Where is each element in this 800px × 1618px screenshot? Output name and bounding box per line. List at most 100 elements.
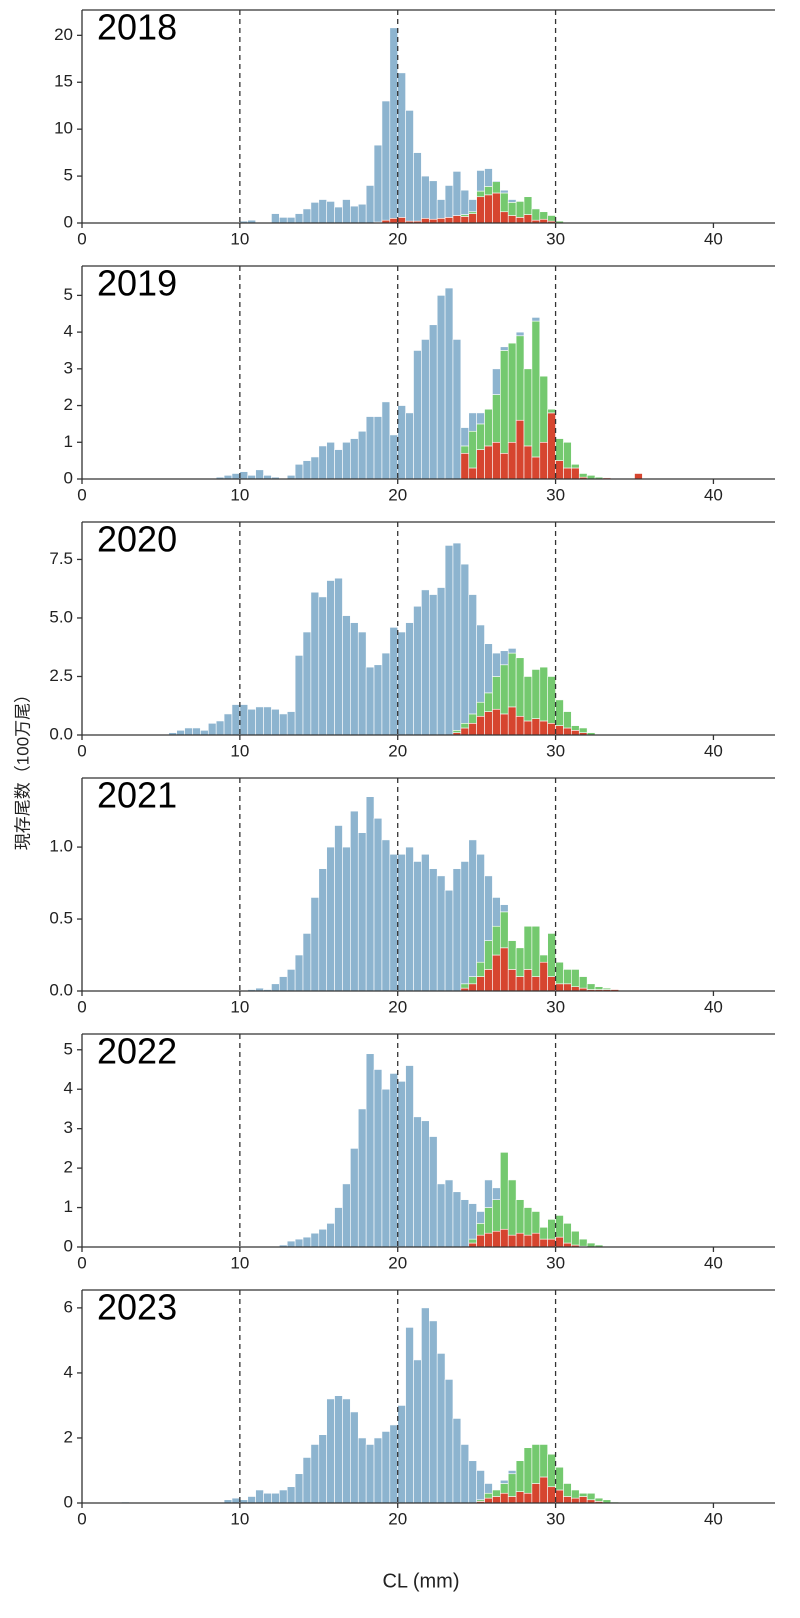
bar: [310, 897, 320, 992]
bar: [405, 110, 414, 222]
bar: [507, 199, 517, 203]
bar: [373, 1069, 383, 1248]
y-tick-label: 3: [64, 1118, 73, 1137]
bar: [460, 1199, 470, 1248]
y-tick-label: 0: [64, 1492, 73, 1511]
x-tick-label: 40: [704, 1253, 723, 1272]
bar: [507, 1496, 517, 1504]
y-tick-label: 0.0: [49, 724, 73, 743]
bar: [468, 594, 477, 715]
bar: [515, 1491, 525, 1504]
y-tick-label: 2: [64, 1427, 73, 1446]
bar: [523, 676, 533, 722]
bar: [571, 725, 580, 731]
bar: [318, 1228, 327, 1248]
bar: [326, 441, 335, 480]
bar: [452, 1418, 462, 1504]
y-tick-label: 2: [64, 1158, 73, 1177]
y-tick-label: 3: [64, 358, 73, 377]
bar: [428, 1136, 438, 1248]
bar: [500, 650, 509, 666]
bar: [500, 192, 509, 213]
bar: [421, 339, 430, 480]
bar: [492, 925, 501, 956]
bar: [507, 706, 517, 736]
y-tick-label: 0.0: [49, 980, 73, 999]
bar: [223, 713, 233, 736]
bar: [279, 976, 288, 992]
bar: [571, 1489, 580, 1499]
bar: [515, 1460, 525, 1492]
bar: [484, 445, 493, 480]
bar: [578, 1496, 588, 1504]
bar: [492, 1230, 501, 1248]
bar: [563, 1496, 572, 1504]
y-tick-label: 1: [64, 432, 73, 451]
bar: [563, 727, 572, 736]
bar: [507, 342, 517, 443]
bar: [302, 1457, 312, 1504]
bar: [468, 412, 477, 432]
bar: [555, 460, 564, 480]
bar: [523, 1447, 533, 1494]
bar: [271, 983, 280, 992]
bar: [421, 1307, 430, 1504]
bar: [531, 456, 541, 480]
bar: [515, 1232, 525, 1248]
bar: [531, 925, 541, 977]
x-tick-label: 40: [704, 741, 723, 760]
bar: [492, 1496, 501, 1504]
bar: [263, 1492, 272, 1504]
panel-title: 2023: [97, 1287, 177, 1328]
bar: [436, 1353, 446, 1504]
bar: [460, 452, 470, 480]
bar: [523, 1207, 533, 1236]
bar: [444, 217, 454, 224]
bar: [460, 722, 470, 729]
y-tick-label: 15: [54, 72, 73, 91]
bar: [468, 1203, 477, 1240]
bar: [484, 1483, 493, 1494]
bar: [436, 295, 446, 480]
bar: [539, 954, 548, 963]
bar: [444, 185, 454, 218]
bar: [531, 669, 541, 719]
y-tick-label: 0: [64, 212, 73, 231]
bar: [500, 664, 509, 715]
bar: [389, 27, 399, 219]
bar: [476, 423, 485, 450]
bar: [492, 180, 501, 183]
bar: [500, 713, 509, 736]
bar: [413, 350, 422, 480]
bar: [421, 218, 430, 224]
bar: [428, 1320, 438, 1504]
y-tick-label: 2.5: [49, 666, 73, 685]
bar: [413, 861, 422, 992]
y-tick-label: 2: [64, 395, 73, 414]
bar: [389, 627, 399, 736]
bar: [444, 1179, 454, 1248]
bar: [492, 441, 501, 480]
bar: [373, 1437, 383, 1504]
bar: [492, 1199, 501, 1232]
bar: [523, 925, 533, 970]
bar: [436, 1183, 446, 1248]
bar: [421, 175, 430, 219]
bar: [500, 904, 509, 913]
bar: [436, 218, 446, 224]
bar: [342, 441, 351, 480]
bar: [413, 1116, 422, 1248]
bar: [247, 708, 256, 736]
x-tick-label: 20: [388, 485, 407, 504]
bar: [586, 1492, 596, 1501]
bar: [500, 911, 509, 949]
bar: [515, 976, 525, 992]
bar: [428, 594, 438, 736]
bar: [484, 168, 493, 187]
bar: [500, 189, 509, 194]
bar: [318, 868, 327, 992]
bar: [571, 969, 580, 987]
bar: [428, 868, 438, 992]
bar: [231, 1497, 241, 1504]
bar: [563, 1223, 572, 1244]
